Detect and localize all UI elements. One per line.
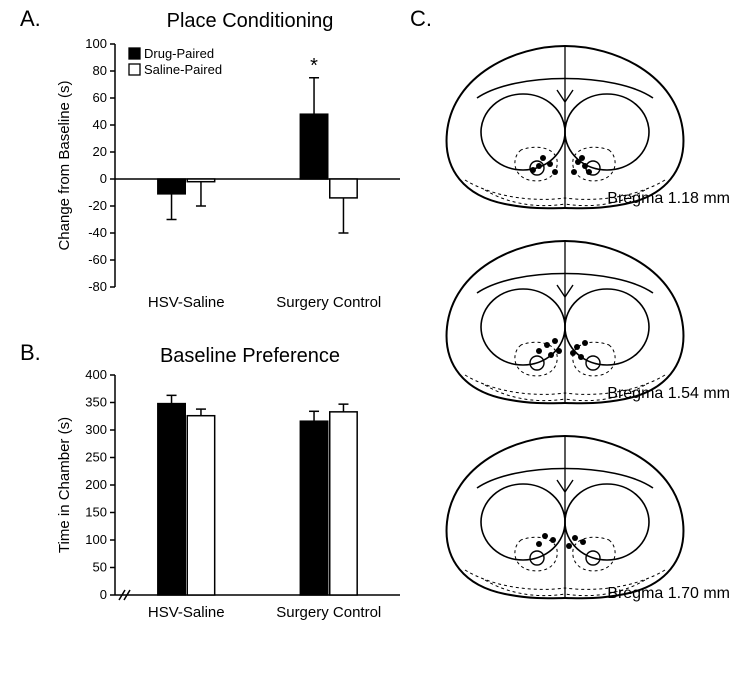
svg-text:0: 0	[100, 171, 107, 186]
svg-text:80: 80	[93, 63, 107, 78]
bregma-label-0: Bregma 1.18 mm	[607, 190, 730, 208]
svg-text:-60: -60	[88, 252, 107, 267]
svg-text:Surgery Control: Surgery Control	[276, 604, 381, 621]
svg-text:Saline-Paired: Saline-Paired	[144, 62, 222, 77]
svg-text:Time in Chamber (s): Time in Chamber (s)	[56, 417, 73, 553]
panel-c-label: C.	[410, 6, 432, 32]
bregma-label-1: Bregma 1.54 mm	[607, 385, 730, 403]
panel-a-chart: -80 -60 -40 -20 0 20 40 60 80 100 Change from Base…	[55, 32, 385, 312]
svg-text:0: 0	[100, 587, 107, 602]
svg-text:150: 150	[85, 505, 107, 520]
bregma-label-2: Bregma 1.70 mm	[607, 585, 730, 603]
svg-text:350: 350	[85, 395, 107, 410]
svg-text:HSV-Saline: HSV-Saline	[148, 294, 225, 311]
svg-text:20: 20	[93, 144, 107, 159]
svg-text:-40: -40	[88, 225, 107, 240]
svg-text:Change from Baseline (s): Change from Baseline (s)	[56, 80, 73, 250]
svg-text:100: 100	[85, 36, 107, 51]
svg-text:250: 250	[85, 450, 107, 465]
svg-text:200: 200	[85, 477, 107, 492]
svg-text:300: 300	[85, 422, 107, 437]
svg-text:100: 100	[85, 532, 107, 547]
panel-b-chart: 0 50 100 150 200 250 300 350 400 Time in Chamber …	[55, 345, 385, 625]
svg-text:-80: -80	[88, 279, 107, 294]
panel-c-brain-diagrams: Bregma 1.18 mm Bregma 1.54 mm Bregma 1.7…	[420, 40, 730, 650]
svg-text:HSV-Saline: HSV-Saline	[148, 604, 225, 621]
svg-text:60: 60	[93, 90, 107, 105]
svg-text:400: 400	[85, 367, 107, 382]
svg-text:40: 40	[93, 117, 107, 132]
svg-text:50: 50	[93, 560, 107, 575]
panel-a-label: A.	[20, 6, 41, 32]
panel-a-title: Place Conditioning	[110, 10, 390, 33]
svg-text:*: *	[310, 55, 318, 77]
svg-text:Drug-Paired: Drug-Paired	[144, 46, 214, 61]
svg-text:-20: -20	[88, 198, 107, 213]
panel-b-label: B.	[20, 340, 41, 366]
svg-text:Surgery Control: Surgery Control	[276, 294, 381, 311]
